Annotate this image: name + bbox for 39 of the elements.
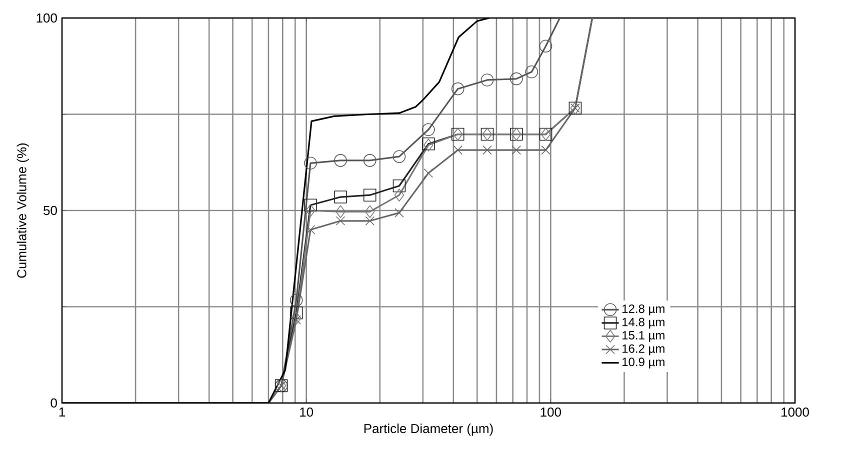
legend-label: 10.9 µm: [622, 358, 664, 369]
legend-label: 14.8 µm: [622, 318, 664, 329]
legend-label: 15.1 µm: [622, 331, 664, 342]
point: [392, 179, 406, 192]
x-axis-title: Particle Diameter (µm): [364, 424, 493, 436]
legend-label: 16.2 µm: [622, 344, 664, 356]
point: [334, 154, 347, 167]
point: [304, 156, 317, 170]
point: [510, 72, 523, 86]
point: [336, 216, 346, 226]
point: [336, 205, 346, 218]
point: [480, 74, 494, 86]
point: [392, 150, 406, 163]
point: [363, 188, 376, 202]
x-tick-label: 10: [300, 408, 314, 417]
y-tick-label: 100: [36, 13, 57, 23]
point: [451, 82, 464, 96]
point: [512, 145, 522, 155]
point: [541, 145, 550, 155]
y-tick-label: 50: [44, 206, 57, 216]
point: [424, 168, 434, 178]
point: [306, 204, 316, 217]
point: [334, 190, 347, 204]
point: [304, 198, 317, 212]
point: [394, 208, 404, 218]
x-tick-label: 1000: [782, 408, 809, 417]
point: [394, 188, 404, 202]
y-axis-title: Cumulative Volume (%): [16, 143, 29, 278]
y-tick-label: 0: [50, 398, 57, 408]
point: [422, 123, 435, 136]
x-tick-label: 100: [540, 408, 562, 417]
point: [364, 205, 375, 218]
point: [482, 145, 492, 155]
x-tick-label: 1: [59, 408, 65, 416]
point: [306, 225, 316, 234]
legend-label: 12.8 µm: [622, 304, 664, 316]
point: [363, 154, 376, 167]
point: [453, 145, 462, 155]
point: [365, 216, 375, 226]
